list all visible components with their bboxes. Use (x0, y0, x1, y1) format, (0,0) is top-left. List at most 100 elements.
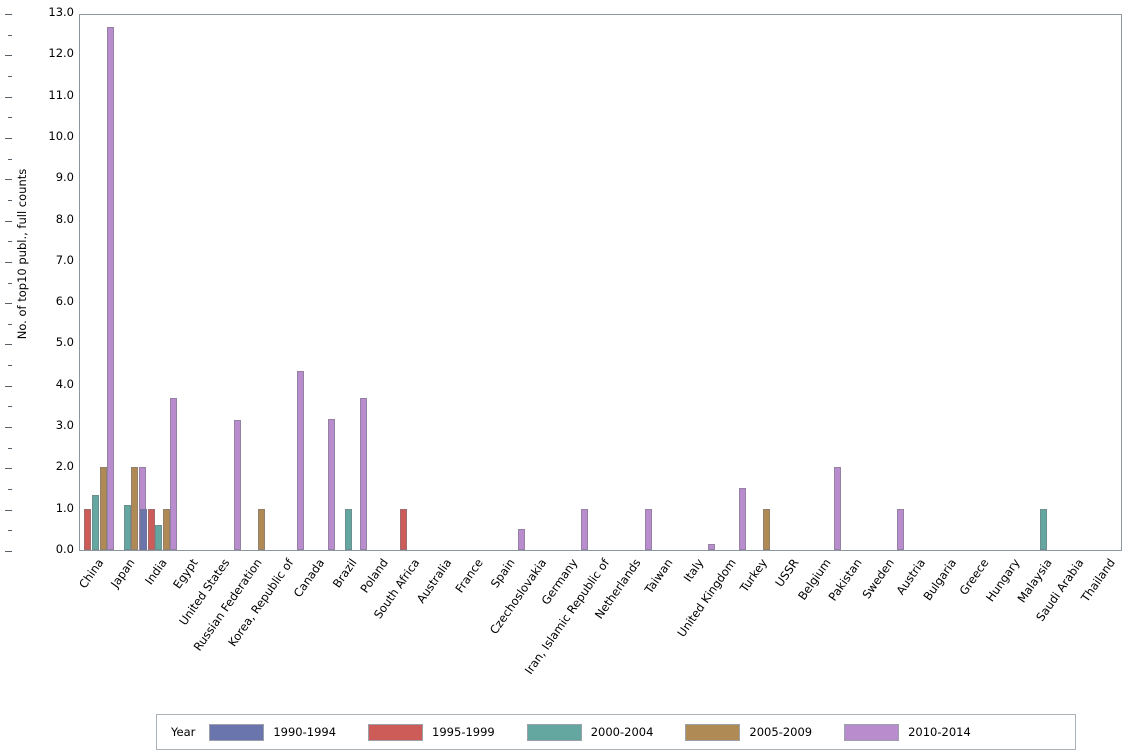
bar (84, 508, 92, 550)
x-axis-tick-label: Egypt (170, 556, 202, 592)
legend-swatch (368, 723, 424, 741)
x-axis-tick-label: Turkey (737, 556, 770, 595)
bar (328, 419, 336, 550)
y-axis-tick (5, 385, 12, 387)
y-axis-minor-tick (8, 117, 12, 119)
bar (107, 27, 115, 550)
bar (92, 495, 99, 550)
x-axis-tick-label: China (75, 556, 107, 591)
bar (131, 467, 139, 550)
y-axis-tick (5, 468, 12, 470)
plot-area (79, 14, 1122, 551)
legend-label: 2005-2009 (749, 725, 813, 739)
y-axis-tick (5, 303, 12, 305)
y-axis-tick (5, 137, 12, 139)
y-axis-minor-tick (8, 282, 12, 284)
bar (834, 467, 842, 550)
y-axis-tick (5, 179, 12, 181)
bar (123, 504, 131, 550)
x-axis-tick-label: Brazil (329, 556, 360, 591)
y-axis-tick-label: 12.0 (48, 46, 74, 61)
legend-item[interactable]: 1990-1994 (209, 723, 358, 741)
legend-swatch (526, 723, 582, 741)
x-axis-tick-label: India (141, 556, 170, 588)
bar (707, 543, 715, 550)
y-axis-minor-tick (8, 199, 12, 201)
x-axis-tick-label: USSR (772, 556, 802, 590)
legend-item[interactable]: 2010-2014 (844, 723, 993, 741)
y-axis-tick (5, 344, 12, 346)
x-axis-tick-label: Japan (108, 556, 138, 591)
y-axis-tick-label: 0.0 (55, 542, 74, 556)
legend: Year 1990-1994 1995-1999 2000-2004 2005-200… (156, 714, 1076, 750)
x-axis-tick-label: France (452, 556, 486, 596)
legend-swatch (844, 723, 900, 741)
y-axis-tick-label: 11.0 (48, 87, 74, 102)
legend-label: 1995-1999 (432, 725, 495, 739)
legend-item[interactable]: 2000-2004 (526, 723, 676, 741)
bar (147, 508, 155, 550)
bar (581, 508, 589, 550)
bar (162, 508, 170, 550)
legend-item[interactable]: 2005-2009 (685, 723, 834, 741)
x-axis-tick-label: Italy (681, 556, 707, 585)
y-axis-tick-label: 2.0 (55, 459, 74, 474)
y-axis-tick-label: 5.0 (55, 335, 74, 350)
y-axis-minor-tick (8, 34, 12, 36)
y-axis-minor-tick (8, 489, 12, 491)
y-axis-tick-label: 4.0 (55, 376, 74, 391)
bar (140, 508, 147, 550)
bar (763, 508, 771, 550)
y-axis-minor-tick (8, 241, 12, 243)
y-axis-tick (5, 220, 12, 222)
x-axis-tick-label: Sweden (858, 556, 897, 602)
legend-label: 1990-1994 (273, 725, 337, 739)
y-axis-minor-tick (8, 530, 12, 532)
bars-layer (80, 15, 1121, 550)
bar (170, 398, 178, 550)
y-axis-tick (5, 509, 12, 511)
y-axis-tick (5, 427, 12, 429)
y-axis-tick (5, 261, 12, 263)
bar (233, 419, 241, 550)
y-axis-tick-label: 13.0 (48, 5, 74, 19)
legend-label: 2000-2004 (590, 725, 654, 739)
y-axis-tick-label: 3.0 (55, 418, 74, 433)
x-axis-tick-label: Poland (357, 556, 391, 596)
y-axis-minor-tick (8, 323, 12, 325)
y-axis-minor-tick (8, 158, 12, 160)
y-axis-minor-tick (8, 75, 12, 77)
y-axis-minor-tick (8, 406, 12, 408)
y-axis-tick (5, 55, 12, 57)
bar (1040, 508, 1048, 550)
bar (296, 371, 304, 550)
y-axis-tick (5, 551, 12, 552)
x-axis-tick-label: Taiwan (641, 556, 676, 597)
y-axis-tick-label: 6.0 (55, 294, 74, 309)
bar (360, 398, 368, 550)
bar (897, 508, 905, 550)
bar (518, 529, 526, 550)
x-axis-tick-label: Spain (487, 556, 518, 591)
legend-item[interactable]: 1995-1999 (368, 723, 517, 741)
legend-label: 2010-2014 (908, 725, 971, 739)
y-axis-minor-tick (8, 447, 12, 449)
y-axis-tick-label: 1.0 (55, 500, 74, 515)
bar (400, 508, 408, 550)
bar (99, 467, 107, 550)
y-axis-tick-label: 8.0 (55, 211, 74, 226)
bar (644, 508, 652, 550)
y-axis-tick (5, 96, 12, 98)
y-axis-tick-label: 10.0 (48, 128, 74, 143)
legend-swatch (209, 723, 265, 741)
y-axis-tick-label: 7.0 (55, 252, 74, 267)
bar (257, 508, 265, 550)
legend-swatch (685, 723, 741, 741)
bar (344, 508, 352, 550)
y-axis-tick-label: 9.0 (55, 170, 74, 185)
y-axis-tick (5, 14, 12, 15)
legend-title: Year (171, 725, 196, 739)
legend-items: 1990-1994 1995-1999 2000-2004 2005-2009 2010… (209, 723, 1002, 741)
y-axis-minor-tick (8, 365, 12, 367)
